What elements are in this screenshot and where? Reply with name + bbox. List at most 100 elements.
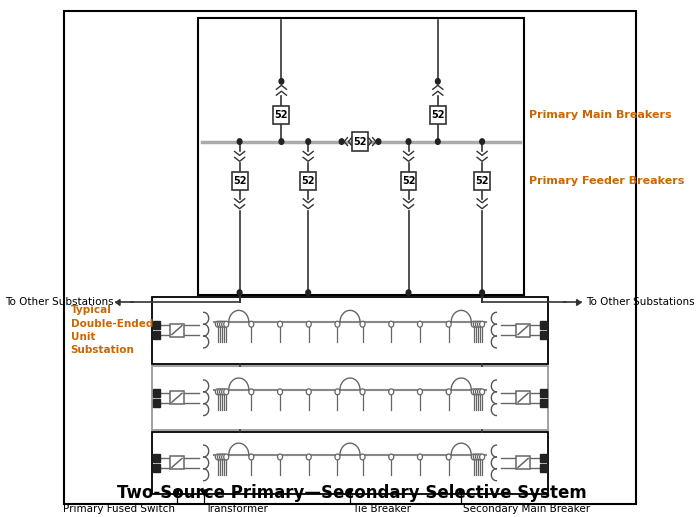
Bar bbox=[540, 399, 547, 407]
Circle shape bbox=[389, 389, 394, 395]
Circle shape bbox=[220, 389, 225, 395]
Circle shape bbox=[435, 79, 440, 84]
Polygon shape bbox=[347, 490, 353, 495]
Circle shape bbox=[248, 389, 254, 395]
Circle shape bbox=[216, 321, 220, 327]
Circle shape bbox=[335, 389, 340, 395]
Bar bbox=[153, 331, 160, 339]
Circle shape bbox=[480, 389, 484, 395]
Circle shape bbox=[446, 321, 452, 327]
Bar bbox=[170, 457, 183, 469]
Bar bbox=[352, 132, 368, 151]
Circle shape bbox=[360, 454, 365, 460]
Text: Primary Main Breakers: Primary Main Breakers bbox=[529, 110, 671, 120]
Circle shape bbox=[237, 290, 242, 295]
Circle shape bbox=[406, 139, 411, 144]
Text: Transformer: Transformer bbox=[205, 504, 268, 514]
Bar bbox=[153, 389, 160, 397]
Circle shape bbox=[220, 454, 225, 460]
Circle shape bbox=[222, 389, 227, 395]
Bar bbox=[170, 391, 183, 404]
Circle shape bbox=[279, 139, 284, 144]
Text: Typical
Double-Ended
Unit
Substation: Typical Double-Ended Unit Substation bbox=[71, 306, 153, 355]
Bar bbox=[400, 172, 416, 190]
Circle shape bbox=[279, 79, 284, 84]
Text: 52: 52 bbox=[354, 136, 367, 147]
Polygon shape bbox=[577, 299, 581, 306]
Bar bbox=[152, 366, 548, 430]
Bar bbox=[517, 457, 530, 469]
Circle shape bbox=[224, 454, 229, 460]
Circle shape bbox=[480, 139, 484, 144]
Circle shape bbox=[480, 321, 484, 327]
Bar bbox=[152, 297, 548, 363]
Bar bbox=[517, 391, 530, 404]
Circle shape bbox=[475, 454, 480, 460]
Circle shape bbox=[306, 139, 311, 144]
Circle shape bbox=[218, 454, 223, 460]
Bar bbox=[474, 172, 490, 190]
Circle shape bbox=[446, 454, 452, 460]
Circle shape bbox=[417, 454, 423, 460]
Bar bbox=[540, 389, 547, 397]
Circle shape bbox=[277, 389, 283, 395]
Circle shape bbox=[376, 139, 381, 144]
Circle shape bbox=[216, 454, 220, 460]
Circle shape bbox=[224, 321, 229, 327]
Circle shape bbox=[248, 321, 254, 327]
Bar bbox=[540, 464, 547, 472]
Bar bbox=[153, 321, 160, 329]
Circle shape bbox=[222, 321, 227, 327]
Text: 52: 52 bbox=[431, 110, 444, 120]
Circle shape bbox=[218, 389, 223, 395]
Circle shape bbox=[417, 321, 423, 327]
Circle shape bbox=[360, 389, 365, 395]
Bar bbox=[540, 331, 547, 339]
Circle shape bbox=[277, 454, 283, 460]
Bar bbox=[153, 464, 160, 472]
Circle shape bbox=[218, 321, 223, 327]
Circle shape bbox=[473, 389, 478, 395]
Circle shape bbox=[335, 454, 340, 460]
Circle shape bbox=[480, 290, 484, 295]
Polygon shape bbox=[458, 490, 463, 495]
Circle shape bbox=[248, 454, 254, 460]
Circle shape bbox=[222, 454, 227, 460]
Bar bbox=[153, 399, 160, 407]
Circle shape bbox=[389, 454, 394, 460]
Text: Tie Breaker: Tie Breaker bbox=[351, 504, 411, 514]
Circle shape bbox=[237, 139, 242, 144]
Text: 52: 52 bbox=[233, 176, 246, 186]
Circle shape bbox=[306, 389, 312, 395]
Bar bbox=[540, 454, 547, 462]
Bar bbox=[152, 432, 548, 494]
Circle shape bbox=[480, 454, 484, 460]
Circle shape bbox=[446, 389, 452, 395]
Circle shape bbox=[220, 321, 225, 327]
Circle shape bbox=[475, 389, 480, 395]
Bar bbox=[232, 172, 248, 190]
Bar bbox=[170, 324, 183, 337]
Text: 52: 52 bbox=[302, 176, 315, 186]
Circle shape bbox=[216, 389, 220, 395]
Circle shape bbox=[306, 290, 311, 295]
Circle shape bbox=[477, 321, 482, 327]
Text: 52: 52 bbox=[475, 176, 489, 186]
Polygon shape bbox=[174, 490, 179, 495]
Bar bbox=[540, 321, 547, 329]
Bar bbox=[517, 324, 530, 337]
Bar bbox=[198, 18, 524, 295]
Circle shape bbox=[406, 290, 411, 295]
Polygon shape bbox=[116, 299, 120, 306]
Text: Secondary Main Breaker: Secondary Main Breaker bbox=[463, 504, 590, 514]
Text: Primary Fused Switch: Primary Fused Switch bbox=[63, 504, 175, 514]
Text: Primary Feeder Breakers: Primary Feeder Breakers bbox=[529, 176, 685, 186]
Polygon shape bbox=[201, 490, 206, 495]
Circle shape bbox=[473, 321, 478, 327]
Bar bbox=[274, 105, 289, 124]
Circle shape bbox=[306, 454, 312, 460]
Text: To Other Substations: To Other Substations bbox=[6, 297, 114, 308]
Circle shape bbox=[471, 454, 476, 460]
Circle shape bbox=[477, 454, 482, 460]
Circle shape bbox=[475, 321, 480, 327]
